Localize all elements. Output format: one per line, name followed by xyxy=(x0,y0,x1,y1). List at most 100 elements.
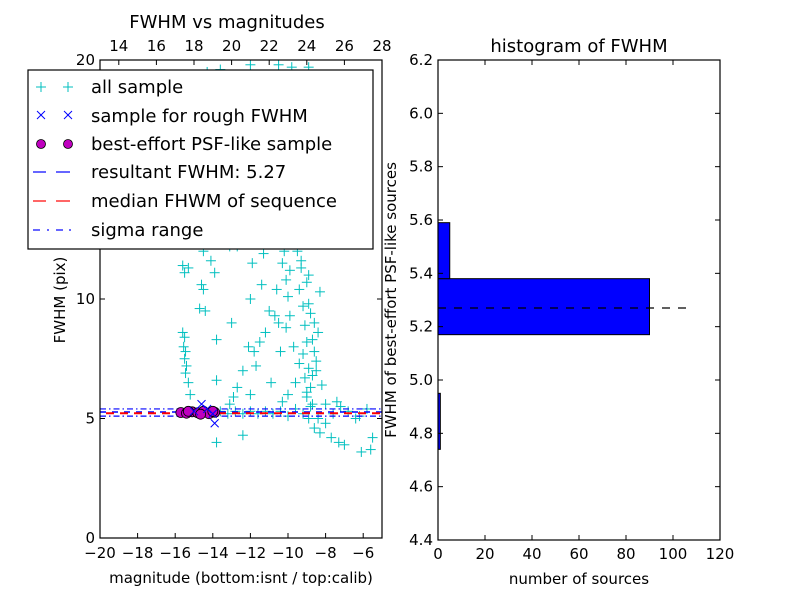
all-sample-point xyxy=(211,437,222,448)
all-sample-point xyxy=(277,258,288,269)
all-sample-point xyxy=(211,375,222,386)
all-sample-point xyxy=(243,341,254,352)
all-sample-point xyxy=(305,308,316,319)
all-sample-point xyxy=(284,310,295,321)
all-sample-point xyxy=(224,399,235,410)
all-sample-point xyxy=(198,284,209,295)
y-tick-label: 5 xyxy=(85,410,95,428)
legend-label: best-effort PSF-like sample xyxy=(91,134,332,155)
x-tick-label: −20 xyxy=(84,544,116,562)
all-sample-point xyxy=(185,389,196,400)
all-sample-point xyxy=(183,377,194,388)
all-sample-point xyxy=(301,337,312,348)
all-sample-point xyxy=(299,372,310,383)
histogram-bar xyxy=(437,222,451,280)
all-sample-point xyxy=(284,265,295,276)
top-x-tick-label: 20 xyxy=(222,37,241,55)
all-sample-point xyxy=(228,391,239,402)
histogram-bar xyxy=(437,278,650,336)
all-sample-point xyxy=(180,368,191,379)
x-tick-label: 20 xyxy=(475,545,494,563)
top-x-tick-label: 24 xyxy=(297,37,316,55)
y-tick-label: 5.2 xyxy=(409,318,433,336)
all-sample-point xyxy=(277,396,288,407)
top-x-tick-label: 18 xyxy=(184,37,203,55)
legend-label: all sample xyxy=(91,77,183,98)
all-sample-point xyxy=(283,291,293,302)
all-sample-point xyxy=(237,430,248,441)
all-sample-point xyxy=(245,60,256,70)
y-tick-label: 10 xyxy=(76,290,95,308)
y-tick-label: 5.8 xyxy=(409,158,433,176)
top-x-tick-label: 26 xyxy=(335,37,354,55)
all-sample-point xyxy=(367,432,378,443)
x-tick-label: −6 xyxy=(352,544,374,562)
y-tick-label: 4.8 xyxy=(409,424,433,442)
histogram-title: histogram of FWHM xyxy=(490,36,667,57)
all-sample-point xyxy=(245,389,256,400)
all-sample-point xyxy=(326,432,337,443)
y-tick-label: 5.6 xyxy=(409,211,433,229)
all-sample-point xyxy=(307,334,318,345)
all-sample-point xyxy=(178,341,189,352)
legend-item-rough-sample: sample for rough FWHM xyxy=(36,106,308,127)
legend-item-all-sample: all sample xyxy=(36,77,183,98)
legend-item-psf-sample: best-effort PSF-like sample xyxy=(36,134,332,155)
all-sample-point xyxy=(211,334,222,345)
all-sample-point xyxy=(313,327,324,338)
all-sample-point xyxy=(290,377,301,388)
all-sample-point xyxy=(258,248,269,259)
all-sample-point xyxy=(271,284,282,295)
all-sample-point xyxy=(177,327,188,338)
x-tick-label: −10 xyxy=(272,544,304,562)
all-sample-point xyxy=(209,267,220,278)
x-tick-label: 60 xyxy=(569,545,588,563)
all-sample-point xyxy=(273,317,284,328)
circle-marker-icon xyxy=(36,139,73,149)
scatter-x-label: magnitude (bottom:isnt / top:calib) xyxy=(109,569,373,587)
legend-box xyxy=(27,69,374,250)
x-tick-label: 120 xyxy=(706,545,735,563)
rough-sample-point xyxy=(197,399,206,409)
all-sample-point xyxy=(303,363,314,374)
psf-sample-point xyxy=(207,405,219,417)
all-sample-point xyxy=(309,423,320,434)
histogram-y-label: FWHM of best-effort PSF-like sources xyxy=(382,162,400,438)
psf-sample-point xyxy=(195,408,206,420)
all-sample-point xyxy=(320,418,331,429)
plus-marker-icon xyxy=(36,82,73,92)
x-tick-label: 100 xyxy=(659,545,688,563)
all-sample-point xyxy=(205,255,216,266)
all-sample-point xyxy=(305,401,316,412)
all-sample-point xyxy=(247,258,258,269)
all-sample-point xyxy=(266,377,277,388)
top-x-tick-label: 16 xyxy=(147,37,166,55)
rough-sample-point xyxy=(210,418,220,428)
legend-label: sigma range xyxy=(91,220,203,241)
x-tick-label: −8 xyxy=(315,544,337,562)
histogram-x-label: number of sources xyxy=(509,570,649,588)
all-sample-point xyxy=(275,346,286,357)
all-sample-point xyxy=(179,332,190,343)
legend: all sample sample for rough FWHM best-ef… xyxy=(27,69,374,250)
x-tick-label: −14 xyxy=(197,544,229,562)
all-sample-point xyxy=(260,327,271,338)
all-sample-point xyxy=(339,439,350,450)
all-sample-point xyxy=(249,346,260,357)
all-sample-point xyxy=(296,262,307,273)
histogram-plot: 0 20 40 60 80 100 120 4.4 4.6 4.8 5.0 5.2 5.4 5.6 5.8… xyxy=(382,36,734,588)
all-sample-point xyxy=(237,365,248,376)
rough-sample-point xyxy=(202,404,212,414)
histogram-y-ticks: 4.4 4.6 4.8 5.0 5.2 5.4 5.6 5.8 6.0 6.2 xyxy=(409,51,720,549)
all-sample-point xyxy=(365,444,376,455)
scatter-x-ticks: −20 −18 −16 −14 −12 −10 −8 −6 xyxy=(84,533,374,562)
all-sample-point xyxy=(299,320,310,331)
x-tick-label: −12 xyxy=(235,544,267,562)
all-sample-point xyxy=(303,270,314,281)
histogram-data-layer xyxy=(437,222,692,450)
all-sample-point xyxy=(273,60,284,70)
x-tick-label: 0 xyxy=(433,545,443,563)
legend-label: resultant FWHM: 5.27 xyxy=(91,162,286,183)
y-tick-label: 6.2 xyxy=(409,51,433,69)
